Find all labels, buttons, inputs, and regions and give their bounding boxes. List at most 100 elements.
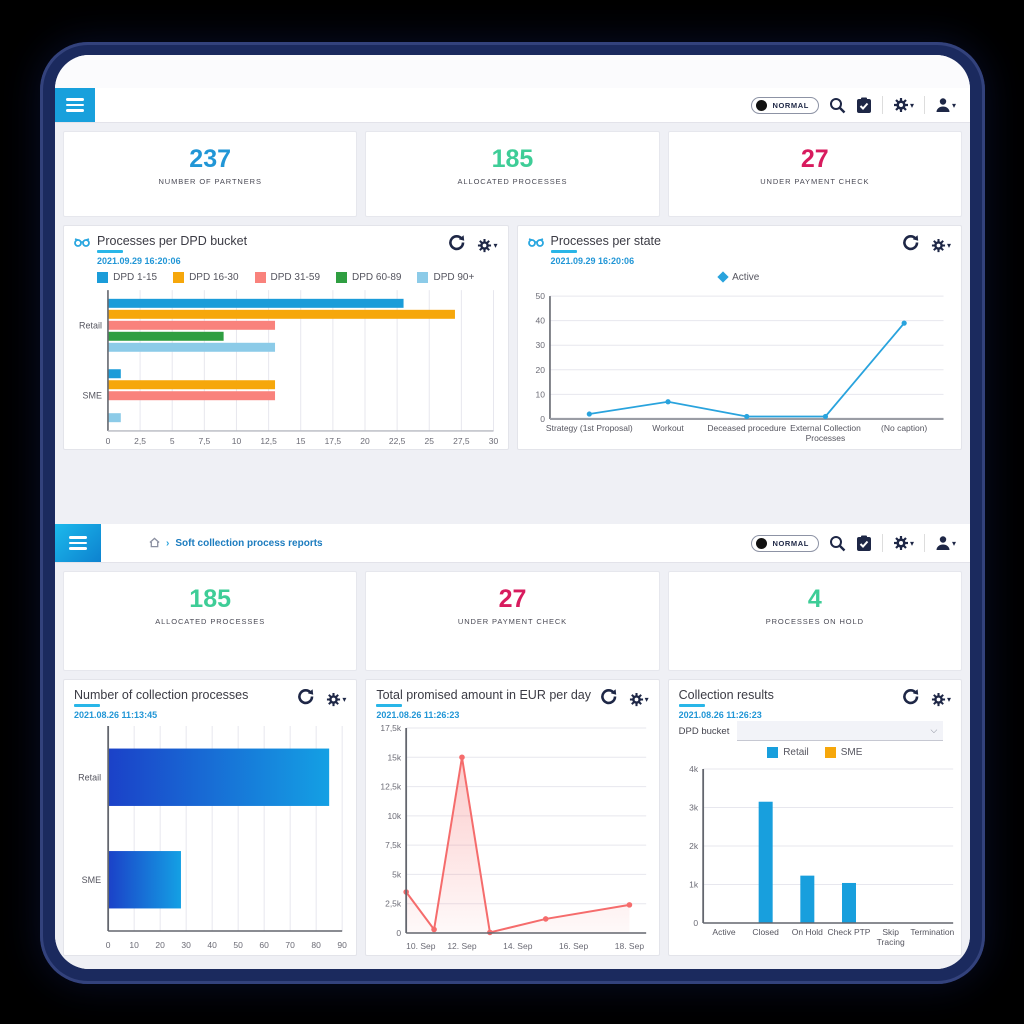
svg-text:25: 25 (425, 436, 435, 446)
legend-label: DPD 90+ (433, 271, 475, 283)
app-page: NORMAL ▾ ▾ 237 (55, 55, 970, 969)
stat-card-allocated: 185 ALLOCATED PROCESSES (63, 571, 358, 671)
svg-text:10. Sep: 10. Sep (406, 941, 436, 951)
top-stat-cards: 237 NUMBER OF PARTNERS 185 ALLOCATED PRO… (63, 131, 962, 217)
stat-card-on-hold: 4 PROCESSES ON HOLD (667, 571, 962, 671)
mode-toggle[interactable]: NORMAL (751, 96, 819, 114)
legend-item[interactable]: Retail (767, 746, 809, 758)
legend-swatch (336, 271, 347, 283)
svg-text:0: 0 (106, 940, 111, 950)
legend-item[interactable]: DPD 16-30 (173, 271, 239, 283)
user-menu-icon[interactable]: ▾ (935, 535, 956, 551)
mode-label: NORMAL (772, 538, 809, 548)
stat-card-allocated: 185 ALLOCATED PROCESSES (365, 131, 660, 217)
svg-text:4k: 4k (689, 764, 699, 774)
menu-button[interactable] (55, 88, 95, 122)
panel-settings-button[interactable]: ▾ (629, 692, 649, 707)
chevron-down-icon: ▾ (951, 100, 956, 110)
stat-label: ALLOCATED PROCESSES (457, 176, 568, 186)
stat-label: ALLOCATED PROCESSES (155, 616, 266, 626)
svg-text:2,5k: 2,5k (385, 899, 402, 909)
stat-value: 27 (498, 585, 527, 613)
mode-dot-icon (756, 99, 768, 111)
svg-text:20: 20 (360, 436, 370, 446)
svg-text:0: 0 (540, 414, 545, 424)
svg-text:Active: Active (712, 927, 735, 937)
svg-text:80: 80 (311, 940, 321, 950)
dpd-bucket-filter-label: DPD bucket (678, 725, 730, 737)
scale-icon (527, 235, 544, 247)
legend-swatch (417, 271, 429, 283)
chevron-down-icon: ▾ (644, 694, 649, 704)
panel-collection-processes: Number of collection processes 2021.08.2… (63, 679, 358, 956)
top-dashboard-content: 237 NUMBER OF PARTNERS 185 ALLOCATED PRO… (55, 123, 970, 524)
refresh-button[interactable] (297, 688, 314, 710)
svg-text:20: 20 (535, 365, 545, 375)
legend-item[interactable]: DPD 1-15 (97, 271, 157, 283)
svg-text:0: 0 (693, 918, 698, 928)
stat-value: 4 (807, 585, 822, 613)
panel-settings-button[interactable]: ▾ (931, 692, 951, 707)
svg-text:Closed: Closed (752, 927, 779, 937)
panel-title: Processes per DPD bucket (97, 234, 248, 248)
home-icon[interactable] (149, 537, 160, 550)
chevron-down-icon: ⌵ (930, 725, 938, 735)
refresh-button[interactable] (902, 234, 919, 256)
panel-settings-button[interactable]: ▾ (477, 238, 498, 253)
settings-icon[interactable]: ▾ (893, 97, 914, 113)
stat-value: 185 (491, 145, 534, 173)
legend-item[interactable]: SME (824, 746, 862, 758)
refresh-button[interactable] (902, 688, 919, 710)
svg-text:60: 60 (259, 940, 269, 950)
collection-results-legend: Retail SME (669, 743, 961, 761)
svg-text:5: 5 (170, 436, 175, 446)
tasks-icon[interactable] (856, 97, 872, 114)
stat-value: 237 (189, 145, 232, 173)
svg-text:2,5: 2,5 (134, 436, 146, 446)
chevron-down-icon: ▾ (342, 694, 347, 704)
panel-settings-button[interactable]: ▾ (326, 692, 346, 707)
panel-timestamp: 2021.09.29 16:20:06 (97, 256, 181, 266)
legend-item[interactable]: Active (717, 271, 759, 283)
processes-per-state-chart: 0 10 20 30 40 50 Strategy (1st Proposal) Workou… (535, 291, 944, 443)
svg-text:70: 70 (285, 940, 295, 950)
legend-label: DPD 60-89 (352, 271, 402, 283)
svg-text:Deceased procedure: Deceased procedure (707, 423, 786, 433)
top-whitespace (55, 55, 970, 88)
chevron-right-icon: › (166, 537, 170, 549)
svg-text:30: 30 (535, 340, 545, 350)
panel-settings-button[interactable]: ▾ (931, 238, 951, 253)
legend-item[interactable]: DPD 60-89 (336, 271, 402, 283)
menu-button[interactable] (55, 524, 101, 562)
legend-item[interactable]: DPD 31-59 (254, 271, 320, 283)
chevron-down-icon: ▾ (946, 694, 951, 704)
search-icon[interactable] (829, 97, 846, 114)
svg-text:7,5: 7,5 (198, 436, 210, 446)
svg-text:20: 20 (155, 940, 165, 950)
refresh-button[interactable] (448, 234, 465, 256)
breadcrumb-link[interactable]: Soft collection process reports (175, 537, 323, 549)
title-underline (678, 704, 705, 707)
svg-text:18. Sep: 18. Sep (615, 941, 645, 951)
user-menu-icon[interactable]: ▾ (935, 97, 956, 113)
panel-timestamp: 2021.08.26 11:13:45 (74, 710, 158, 720)
svg-text:0: 0 (397, 928, 402, 938)
legend-label: DPD 31-59 (270, 271, 320, 283)
legend-item[interactable]: DPD 90+ (417, 271, 475, 283)
svg-text:SME: SME (83, 391, 102, 401)
panel-title: Number of collection processes (74, 688, 249, 702)
dpd-bucket-dropdown[interactable]: ⌵ (737, 721, 944, 741)
settings-icon[interactable]: ▾ (893, 535, 914, 551)
mode-toggle[interactable]: NORMAL (751, 534, 819, 552)
breadcrumb: › Soft collection process reports (149, 537, 323, 550)
svg-text:90: 90 (337, 940, 347, 950)
refresh-button[interactable] (600, 688, 617, 710)
svg-text:30: 30 (181, 940, 191, 950)
search-icon[interactable] (829, 535, 846, 552)
chevron-down-icon: ▾ (493, 240, 498, 250)
tasks-icon[interactable] (856, 535, 872, 552)
svg-text:17,5: 17,5 (325, 436, 342, 446)
collection-results-chart: 0 1k 2k 3k 4k Active Closed On Hold Check PTP Ski… (689, 764, 954, 947)
legend-swatch (173, 271, 185, 283)
